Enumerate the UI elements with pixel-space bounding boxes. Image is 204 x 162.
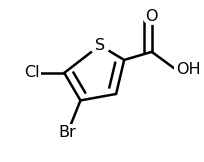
Text: O: O	[145, 9, 158, 24]
Text: Cl: Cl	[24, 65, 40, 80]
Text: S: S	[95, 38, 105, 53]
Ellipse shape	[143, 8, 161, 24]
Text: Br: Br	[59, 125, 76, 140]
Ellipse shape	[90, 36, 110, 54]
Text: OH: OH	[176, 62, 201, 77]
